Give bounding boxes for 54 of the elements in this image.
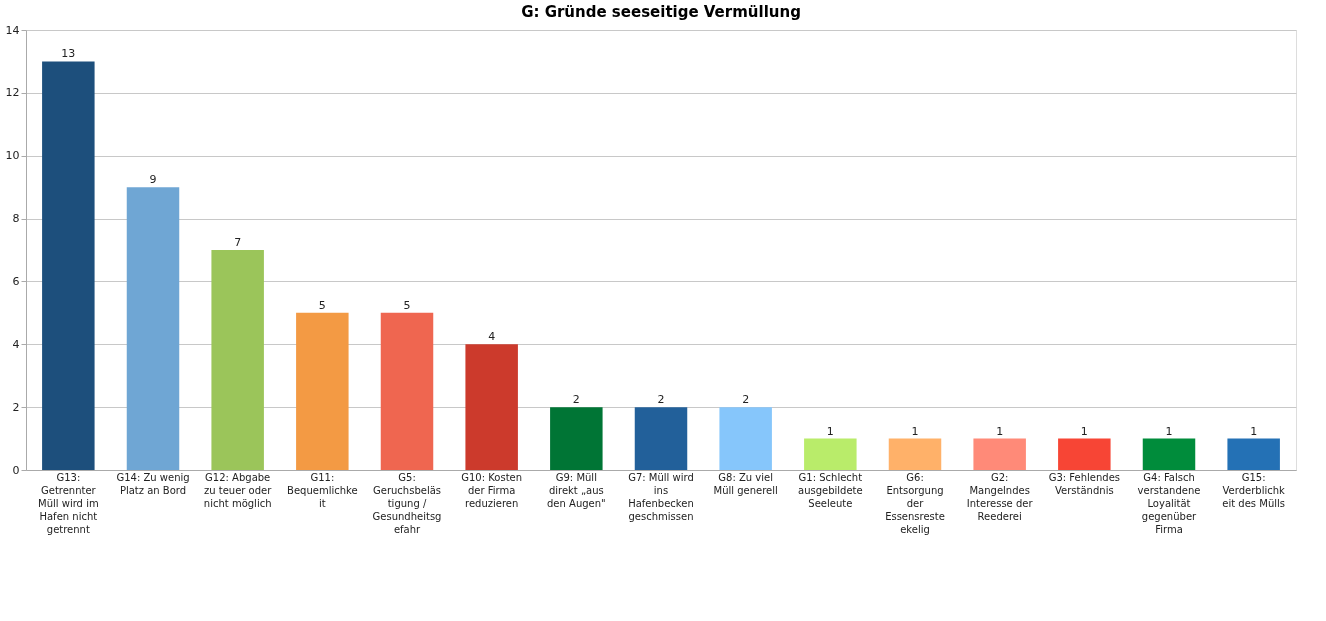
data-label: 5 [318,298,326,312]
x-tick-label: G12: Abgabe zu teuer oder nicht möglich [203,471,273,509]
bar [973,438,1026,470]
x-tick-label: G11: Bequemlichkeit [287,471,358,509]
y-tick-label: 8 [12,212,20,226]
bar [804,438,857,470]
data-label: 9 [149,173,157,187]
bar [465,344,518,470]
data-label: 1 [826,424,834,438]
data-label: 4 [488,330,496,344]
y-tick-label: 10 [5,149,20,163]
bar [1058,438,1111,470]
bar [1227,438,1280,470]
bar [634,407,688,470]
bar [126,187,180,470]
data-label: 13 [61,47,76,61]
data-label: 2 [657,393,665,407]
x-tick-label: G7: Müll wird ins Hafenbecken geschmissen [628,471,694,522]
bar [719,407,772,470]
bar [888,438,942,470]
y-tick-label: 12 [5,86,20,100]
bar [1142,438,1196,470]
bar [550,407,603,470]
y-tick-label: 14 [5,23,20,37]
data-label: 1 [996,424,1004,438]
data-label: 1 [1080,424,1088,438]
x-tick-label: G2: Mangelndes Interesse der Reederei [966,471,1034,522]
bar [380,312,434,470]
data-label: 7 [234,236,242,249]
x-tick-label: G15: Verderblichkeit des Mülls [1222,471,1286,509]
x-tick-label: G10: Kosten der Firma reduzieren [461,471,523,509]
x-tick-label: G9: Müll direkt „aus den Augen" [547,471,606,509]
y-tick-label: 6 [12,274,20,288]
bar [42,61,95,470]
data-label: 2 [572,393,580,407]
data-label: 1 [911,424,919,438]
bar [296,312,349,470]
data-label: 1 [1250,424,1258,438]
x-tick-label: G6: Entsorgung der Essensreste ekelig [885,471,945,535]
y-tick-label: 2 [12,400,20,414]
x-tick-label: G3: Fehlendes Verständnis [1048,471,1121,496]
x-tick-label: G4: Falsch verstandene Loyalität gegenüber Firma [1137,471,1201,535]
bar [211,250,264,470]
chart-title: G: Gründe seeseitige Vermüllung [521,3,801,21]
x-tick-label: G14: Zu wenig Platz an Bord [116,471,190,496]
y-tick-label: 0 [12,463,20,477]
x-tick-label: G8: Zu viel Müll generell [713,471,778,496]
data-label: 1 [1165,424,1173,438]
x-tick-label: G1: Schlecht ausgebildete Seeleute [798,471,863,509]
y-tick-label: 4 [12,337,20,351]
data-label: 5 [403,298,411,312]
x-tick-label: G13: Getrennter Müll wird im Hafen nicht getrennt [38,471,99,535]
data-label: 2 [742,393,750,407]
x-tick-label: G5: Geruchsbelästigung / Gesundheitsgefahr [372,471,442,535]
